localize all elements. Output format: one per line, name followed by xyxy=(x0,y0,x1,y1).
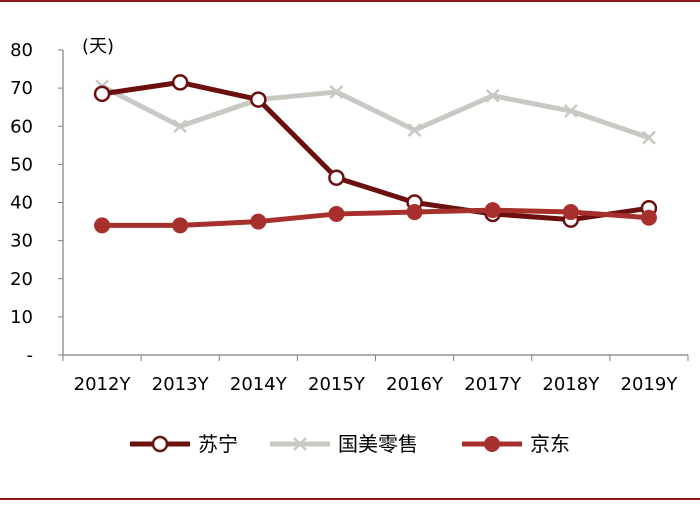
data-point xyxy=(250,91,267,108)
y-tick-label: 30 xyxy=(10,231,33,252)
y-tick-label: - xyxy=(27,345,34,366)
data-point xyxy=(329,85,344,99)
data-point xyxy=(642,130,656,145)
axes: - 10 20 30 40 50 60 70 80 2012Y 2013Y 2014Y 2015Y 201… xyxy=(10,40,689,395)
data-point xyxy=(563,104,578,118)
x-tick-label: 2017Y xyxy=(464,374,522,395)
data-point xyxy=(173,119,188,134)
data-point xyxy=(562,204,579,221)
data-point xyxy=(484,202,501,219)
data-point xyxy=(485,88,500,103)
data-point-stroke xyxy=(485,88,500,103)
x-tick-label: 2012Y xyxy=(74,374,132,395)
data-point xyxy=(93,85,111,103)
x-tick-label: 2015Y xyxy=(308,374,366,395)
legend: 苏宁 国美零售 京东 xyxy=(130,432,570,456)
data-point-stroke xyxy=(173,119,188,134)
unit-label: (天) xyxy=(82,36,114,57)
series-layer xyxy=(93,74,658,234)
y-tick-label: 50 xyxy=(10,154,33,175)
x-tick-label: 2019Y xyxy=(621,374,679,395)
data-point xyxy=(94,217,111,234)
data-point xyxy=(328,169,345,186)
x-tick-label: 2018Y xyxy=(542,374,600,395)
x-tick-label: 2016Y xyxy=(386,374,444,395)
y-tick-label: 70 xyxy=(10,78,33,99)
data-point-stroke xyxy=(642,130,656,145)
data-point-stroke xyxy=(293,437,307,451)
series-0 xyxy=(93,74,658,228)
legend-item: 苏宁 xyxy=(130,432,238,456)
data-point-stroke xyxy=(407,123,422,137)
y-tick-label: 80 xyxy=(10,40,33,61)
data-point xyxy=(407,123,422,137)
x-tick-label: 2013Y xyxy=(152,374,210,395)
series-2 xyxy=(94,202,657,234)
data-point xyxy=(172,217,189,234)
data-point-stroke xyxy=(563,104,578,118)
legend-label: 京东 xyxy=(530,432,570,456)
data-point-stroke xyxy=(329,85,344,99)
y-tick-label: 40 xyxy=(10,193,33,214)
legend-item: 京东 xyxy=(462,432,570,456)
series-line xyxy=(102,207,650,228)
legend-item: 国美零售 xyxy=(270,432,418,456)
data-point xyxy=(171,74,189,91)
data-point xyxy=(151,435,169,453)
legend-label: 国美零售 xyxy=(338,432,418,456)
data-point xyxy=(640,209,657,226)
y-tick-label: 10 xyxy=(10,307,33,328)
data-point xyxy=(328,205,345,222)
y-tick-label: 20 xyxy=(10,269,33,290)
legend-label: 苏宁 xyxy=(198,432,238,456)
data-point xyxy=(406,204,423,221)
series-line xyxy=(100,83,650,141)
y-tick-label: 60 xyxy=(10,116,33,137)
x-tick-label: 2014Y xyxy=(230,374,288,395)
data-point xyxy=(293,437,307,451)
data-point xyxy=(250,213,267,230)
series-line xyxy=(101,79,650,223)
data-point xyxy=(484,436,500,452)
